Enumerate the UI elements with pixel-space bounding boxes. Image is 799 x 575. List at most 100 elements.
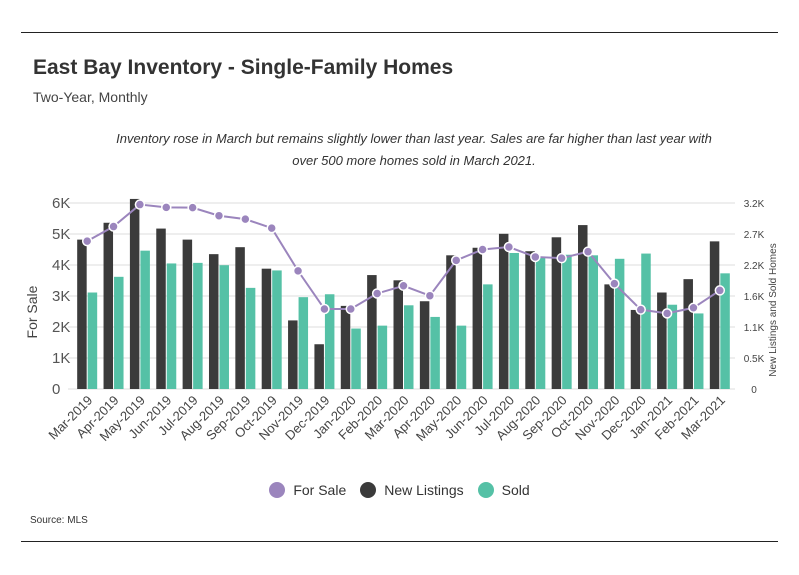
for-sale-point [635,304,646,315]
sold-bar [430,316,440,389]
sold-bar [641,253,651,389]
for-sale-point [371,288,383,299]
for-sale-point [108,221,119,232]
new-listings-bar [472,247,483,389]
new-listings-bar [156,228,166,389]
new-listings-bar [551,237,562,389]
sold-bar [509,252,519,389]
new-listings-bar [578,225,588,389]
sold-bar [219,265,229,389]
left-tick-label: 4K [52,257,70,274]
left-tick-label: 1K [52,350,70,367]
legend-label-new-listings: New Listings [384,482,464,498]
bar-series [77,198,730,389]
sold-bar [298,297,309,389]
right-tick-label: 2.2K [744,261,765,272]
for-sale-point [450,255,462,266]
new-listings-swatch-icon [360,482,377,498]
for-sale-point [187,202,198,213]
sold-bar [272,270,282,389]
for-sale-line [86,203,721,315]
sold-bar [614,258,625,389]
new-listings-bar [314,344,324,389]
new-listings-bar [683,279,693,389]
sold-bar [456,325,467,389]
new-listings-bar [419,301,430,389]
left-tick-label: 6K [52,195,70,212]
sold-bar [351,328,361,389]
for-sale-line-series [81,199,726,319]
bottom-rule [21,541,778,542]
left-tick-label: 0 [52,381,60,398]
new-listings-bar [261,268,272,389]
source-note: Source: MLS [30,515,88,526]
sold-bar [720,273,730,389]
legend-label-for-sale: For Sale [293,482,347,498]
new-listings-bar [630,309,641,389]
sold-bar [483,284,493,389]
legend-item-for-sale[interactable]: For Sale [269,482,346,498]
x-axis-ticks: Mar-2019Apr-2019May-2019Jun-2019Jul-2019… [45,393,728,444]
annotation-line-1: Inventory rose in March but remains slig… [116,131,712,146]
for-sale-swatch-icon [269,482,286,498]
new-listings-bar [103,222,114,389]
for-sale-point [292,265,304,277]
sold-bar [87,292,98,389]
for-sale-point [609,278,620,289]
legend-label-sold: Sold [501,482,530,498]
right-tick-label: 1.6K [744,292,765,303]
for-sale-point [714,285,726,296]
for-sale-point [81,235,93,247]
for-sale-point [661,308,673,319]
right-tick-label: 2.7K [744,230,765,241]
legend: For Sale New Listings Sold [0,482,799,498]
sold-bar [535,257,546,389]
new-listings-bar [657,292,667,389]
sold-bar [245,287,256,389]
sold-bar [588,255,599,389]
sold-bar [377,325,388,389]
sold-bar [562,254,572,389]
right-tick-label: 1.1K [744,323,765,334]
for-sale-point [240,213,251,225]
new-listings-bar [446,255,456,389]
for-sale-point [319,303,330,315]
sold-bar [404,305,414,389]
for-sale-point [477,244,488,255]
new-listings-bar [129,198,140,389]
new-listings-bar [77,239,87,389]
for-sale-point [424,290,436,301]
legend-item-new-listings[interactable]: New Listings [360,482,464,498]
top-rule [21,32,778,33]
new-listings-bar [604,284,614,389]
sold-bar [693,313,704,389]
left-axis-ticks: 0 1K 2K 3K 4K 5K 6K [52,195,70,398]
new-listings-bar [498,233,509,389]
right-tick-label: 0 [751,385,757,396]
left-tick-label: 2K [52,319,70,336]
new-listings-bar [235,247,245,389]
chart-annotation: Inventory rose in March but remains slig… [100,128,728,172]
new-listings-bar [182,239,193,389]
for-sale-point [556,252,567,264]
for-sale-point [134,199,146,210]
sold-swatch-icon [477,482,494,498]
sold-bar [166,263,177,389]
new-listings-bar [709,241,720,389]
right-tick-label: 3.2K [744,199,765,210]
left-tick-label: 5K [52,226,70,243]
left-axis-label: For Sale [24,285,40,338]
for-sale-point [688,302,699,314]
for-sale-point [345,303,357,315]
right-axis-ticks: 0 0.5K 1.1K 1.6K 2.2K 2.7K 3.2K [744,199,765,396]
sold-bar [193,262,203,389]
legend-item-sold[interactable]: Sold [477,482,530,498]
right-axis-label: New Listings and Sold Homes [768,243,779,376]
new-listings-bar [367,275,377,389]
for-sale-point [161,202,172,213]
chart-title: East Bay Inventory - Single-Family Homes [33,56,454,79]
right-tick-label: 0.5K [744,354,765,365]
for-sale-point [213,210,225,221]
new-listings-bar [340,305,351,389]
